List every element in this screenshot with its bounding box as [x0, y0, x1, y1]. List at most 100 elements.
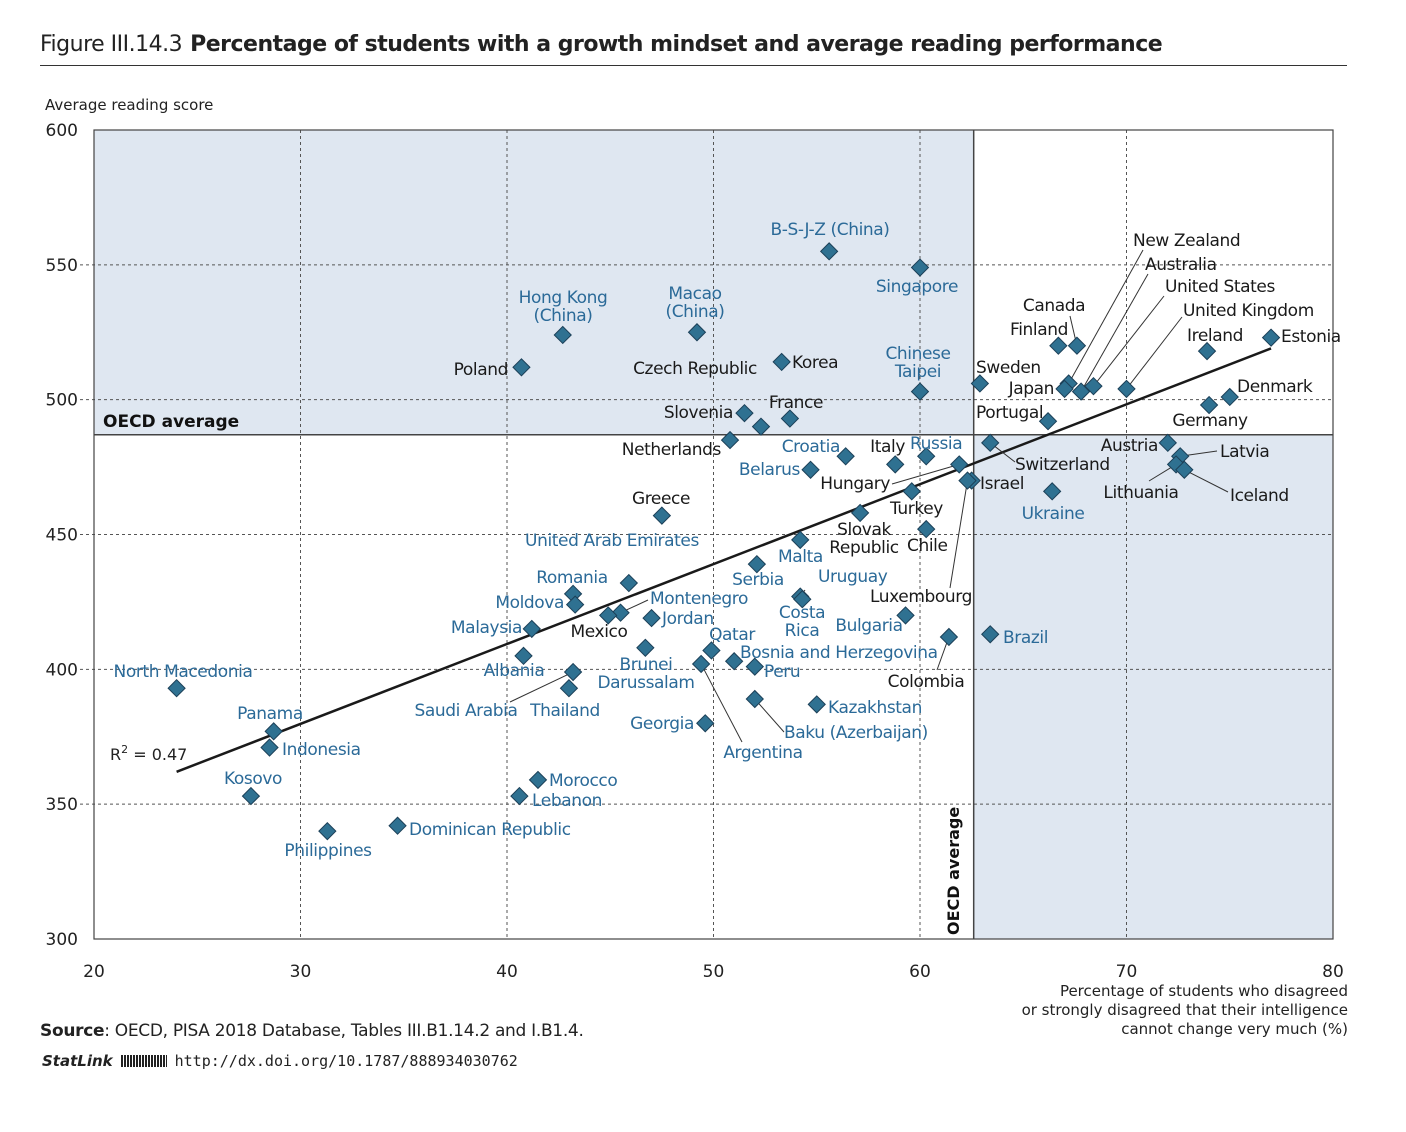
label-line: Rica: [785, 621, 820, 641]
data-label-finland: Finland: [1010, 320, 1068, 340]
data-point-greece: [652, 506, 672, 525]
r2-value: = 0.47: [128, 745, 187, 764]
statlink-logo-icon: [120, 1055, 167, 1067]
data-point-austria: [1158, 433, 1177, 453]
data-label-iceland: Iceland: [1230, 486, 1289, 506]
quadrant-top-left: [94, 130, 974, 435]
data-label-estonia: Estonia: [1281, 327, 1341, 347]
y-tick-label: 550: [46, 256, 78, 276]
data-label-dominican-republic: Dominican Republic: [409, 820, 571, 840]
data-point-slovak-republic: [850, 503, 870, 523]
data-label-new-zealand: New Zealand: [1133, 231, 1240, 251]
data-label-albania: Albania: [484, 661, 545, 681]
leader-line-baku-azerbaijan: [754, 698, 785, 733]
leader-line-united-kingdom: [1126, 316, 1183, 390]
data-label-colombia: Colombia: [888, 672, 965, 692]
data-point-czech-republic: [751, 417, 771, 436]
label-line: Chinese: [885, 344, 950, 364]
data-point-denmark: [1220, 387, 1239, 407]
data-label-belarus: Belarus: [739, 460, 801, 480]
data-label-singapore: Singapore: [876, 277, 958, 297]
leader-line-iceland: [1184, 469, 1229, 493]
data-point-lebanon: [510, 786, 529, 806]
data-point-australia: [1071, 382, 1091, 401]
data-label-russia: Russia: [910, 434, 962, 454]
data-point-kazakhstan: [807, 695, 826, 714]
x-tick-label: 20: [83, 962, 105, 982]
data-point-qatar: [702, 641, 721, 660]
data-label-brunei-darussalam: Brunei Darussalam: [597, 655, 694, 693]
title-divider: [40, 65, 1347, 66]
data-label-thailand: Thailand: [529, 701, 600, 721]
data-label-slovenia: Slovenia: [664, 403, 733, 423]
figure-number: Figure III.14.3: [40, 32, 183, 57]
label-line: Taipei: [894, 362, 941, 382]
figure-heading: Percentage of students with a growth min…: [190, 32, 1163, 57]
data-label-bulgaria: Bulgaria: [835, 616, 902, 636]
data-label-panama: Panama: [237, 704, 303, 724]
data-point-netherlands: [720, 430, 740, 450]
x-tick-label: 30: [290, 962, 312, 982]
data-point-brazil: [981, 625, 1000, 644]
data-label-czech-republic: Czech Republic: [633, 359, 757, 379]
data-label-greece: Greece: [632, 489, 690, 509]
data-label-mexico: Mexico: [571, 622, 628, 642]
data-label-romania: Romania: [536, 568, 608, 588]
data-label-argentina: Argentina: [723, 743, 802, 763]
data-point-saudi-arabia: [563, 662, 583, 682]
data-label-chile: Chile: [907, 536, 948, 556]
leader-line-saudi-arabia: [509, 671, 574, 703]
data-label-germany: Germany: [1172, 411, 1248, 431]
x-axis-title-line: or strongly disagreed that their intelli…: [1022, 1001, 1348, 1019]
data-label-croatia: Croatia: [782, 437, 840, 457]
x-tick-label: 70: [1116, 962, 1138, 982]
statlink-url[interactable]: http://dx.doi.org/10.1787/888934030762: [174, 1052, 518, 1070]
data-point-panama: [264, 722, 283, 741]
data-label-brazil: Brazil: [1003, 628, 1048, 648]
data-point-singapore: [910, 258, 930, 277]
data-label-baku-azerbaijan: Baku (Azerbaijan): [784, 723, 928, 743]
figure-title: Figure III.14.3 Percentage of students wi…: [40, 32, 1163, 57]
data-point-indonesia: [260, 738, 279, 757]
x-axis-title-line: cannot change very much (%): [1121, 1020, 1348, 1038]
r-squared-label: R2 = 0.47: [110, 743, 187, 764]
x-axis-title-line: Percentage of students who disagreed: [1060, 982, 1348, 1000]
data-point-croatia: [836, 447, 855, 466]
leader-line-luxembourg: [949, 480, 968, 589]
data-label-turkey: Turkey: [889, 499, 943, 519]
data-point-thailand: [559, 679, 579, 698]
data-label-philippines: Philippines: [284, 841, 372, 861]
plot-frame: [93, 129, 1334, 940]
data-label-sweden: Sweden: [976, 358, 1041, 378]
data-point-finland: [1049, 336, 1068, 355]
label-line: Darussalam: [597, 673, 694, 693]
data-label-qatar: Qatar: [709, 625, 755, 645]
data-point-costa-rica: [793, 590, 812, 609]
data-label-luxembourg: Luxembourg: [870, 587, 972, 607]
data-label-hong-kong-china: Hong Kong (China): [519, 288, 608, 326]
label-line: Costa: [779, 603, 825, 623]
data-label-lithuania: Lithuania: [1103, 483, 1178, 503]
data-label-montenegro: Montenegro: [650, 589, 748, 609]
data-label-serbia: Serbia: [732, 570, 784, 590]
data-point-russia: [917, 447, 936, 466]
data-label-kosovo: Kosovo: [224, 769, 282, 789]
data-point-colombia: [939, 627, 959, 647]
x-tick-label: 60: [909, 962, 931, 982]
data-point-serbia: [747, 554, 767, 574]
data-point-united-arab-emirates: [619, 573, 639, 593]
data-label-indonesia: Indonesia: [282, 740, 361, 760]
data-label-united-states: United States: [1165, 277, 1275, 297]
data-point-korea: [772, 352, 791, 372]
data-point-chile: [917, 519, 936, 539]
source-label: Source: [40, 1021, 105, 1041]
data-point-italy: [886, 455, 905, 474]
data-label-portugal: Portugal: [976, 403, 1043, 423]
data-point-united-kingdom: [1117, 379, 1136, 399]
data-point-hong-kong-china: [553, 325, 572, 345]
label-line: Republic: [829, 538, 899, 558]
data-label-bosnia-and-herzegovina: Bosnia and Herzegovina: [740, 643, 938, 663]
y-tick-label: 450: [46, 526, 78, 546]
data-point-sweden: [970, 374, 990, 393]
